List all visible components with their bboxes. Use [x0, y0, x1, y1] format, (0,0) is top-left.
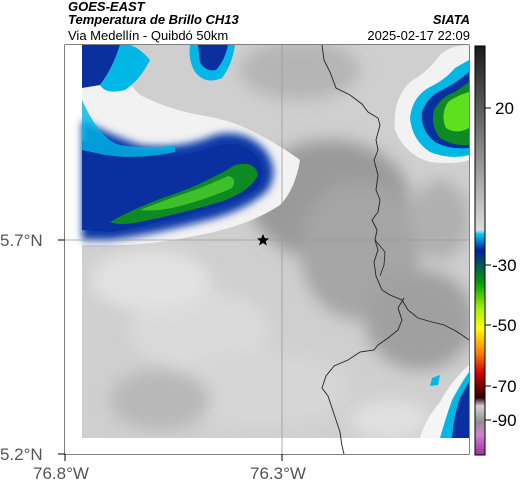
agency-label: SIATA [432, 12, 470, 27]
latitude-tick-label: 5.7°N [0, 231, 43, 250]
timestamp-label: 2025-02-17 22:09 [367, 28, 470, 43]
colorbar-tick-label: -30 [492, 256, 517, 275]
border-line [321, 45, 469, 341]
colorbar-tick-label: 20 [495, 99, 514, 118]
star-icon [257, 234, 269, 246]
colorbar-tick-label: -70 [492, 377, 517, 396]
colorbar-tick-label: -50 [492, 316, 517, 335]
latitude-tick-label: 5.2°N [0, 445, 43, 464]
longitude-tick-label: 76.8°W [33, 464, 89, 483]
colorbar-scale [474, 45, 486, 456]
cloud-imagery [65, 45, 469, 454]
longitude-tick-label: 76.3°W [250, 464, 306, 483]
colorbar-tick-label: -90 [492, 411, 517, 430]
chart-title: GOES-EAST [68, 0, 145, 14]
colorbar: 20 -30 -50 -70 -90 [474, 45, 517, 456]
chart-subtitle: Temperatura de Brillo CH13 [68, 12, 239, 27]
route-label: Via Medellín - Quibdó 50km [68, 28, 229, 43]
